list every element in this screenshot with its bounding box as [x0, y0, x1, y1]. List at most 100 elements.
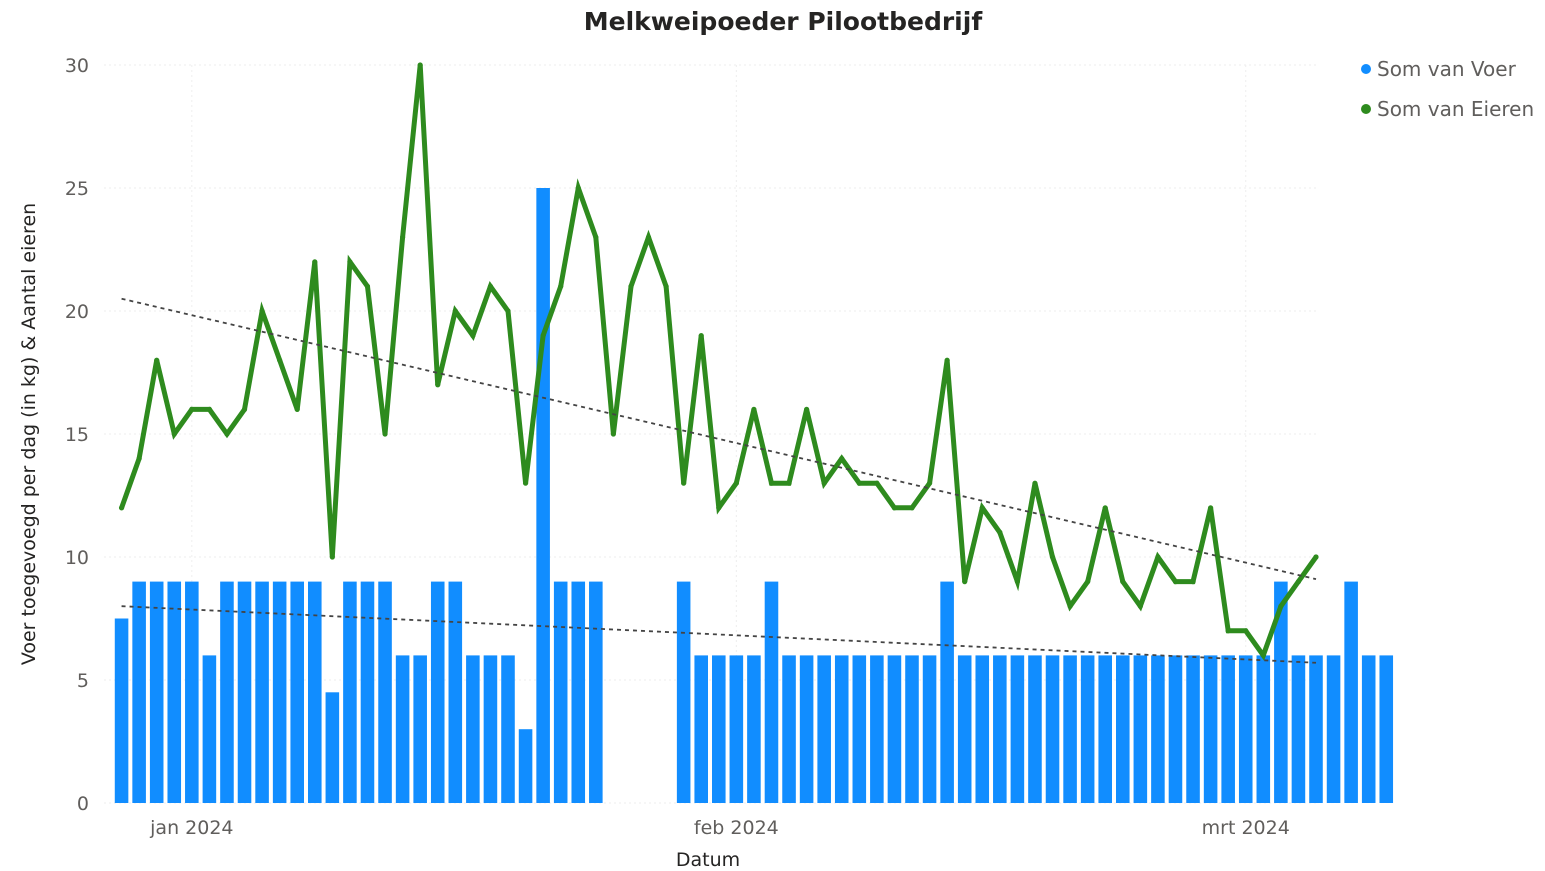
- point-eieren-2024-02-02: [751, 406, 757, 412]
- bar-voer-2024-02-22: [1098, 655, 1112, 803]
- bar-voer-2024-01-31: [712, 655, 726, 803]
- bar-voer-2024-01-10: [343, 581, 357, 803]
- line-eieren: [119, 64, 1319, 661]
- bar-voer-2024-02-07: [834, 655, 849, 803]
- point-eieren-2024-01-06: [277, 357, 283, 363]
- bar-voer-2024-02-27: [1186, 655, 1200, 803]
- point-eieren-2024-01-15: [435, 382, 441, 388]
- point-eieren-2024-03-02: [1260, 652, 1266, 659]
- point-eieren-2024-01-09: [329, 554, 335, 560]
- bar-voer-2024-01-03: [220, 581, 234, 803]
- point-eieren-2024-01-22: [558, 283, 564, 289]
- point-eieren-2024-01-12: [382, 431, 388, 437]
- legend-label-eieren: Som van Eieren: [1377, 97, 1534, 121]
- bar-voer-2024-02-01: [729, 655, 744, 803]
- chart-title: Melkweipoeder Pilootbedrijf: [584, 7, 984, 36]
- bar-voer-2023-12-30: [149, 581, 164, 803]
- bar-voer-2024-01-22: [553, 581, 568, 803]
- legend-marker-eieren: [1361, 104, 1371, 114]
- y-tick-label-10: 10: [65, 547, 89, 569]
- point-eieren-2024-02-05: [804, 406, 810, 412]
- point-eieren-2024-02-07: [839, 456, 845, 462]
- point-eieren-2024-02-27: [1190, 579, 1196, 585]
- point-eieren-2024-02-10: [891, 505, 898, 511]
- voer-bars: [114, 188, 1394, 803]
- bar-voer-2024-01-09: [325, 692, 340, 803]
- point-eieren-2024-02-13: [944, 357, 950, 363]
- point-eieren-2024-01-10: [347, 259, 353, 265]
- bar-voer-2024-01-01: [185, 581, 199, 803]
- bar-voer-2024-03-06: [1326, 655, 1341, 803]
- bar-voer-2024-01-06: [272, 581, 287, 803]
- point-eieren-2024-03-03: [1278, 603, 1284, 609]
- point-eieren-2024-02-21: [1085, 579, 1091, 585]
- bar-voer-2024-03-05: [1309, 655, 1323, 803]
- point-eieren-2023-12-29: [136, 456, 142, 462]
- bar-voer-2024-02-25: [1151, 655, 1165, 803]
- bar-voer-2024-02-19: [1045, 655, 1060, 803]
- y-tick-label-20: 20: [65, 301, 89, 323]
- point-eieren-2024-02-04: [786, 480, 792, 486]
- point-eieren-2024-02-14: [962, 579, 968, 585]
- point-eieren-2024-02-26: [1172, 579, 1179, 585]
- y-tick-label-5: 5: [77, 670, 89, 692]
- bar-voer-2024-02-18: [1028, 655, 1042, 803]
- y-tick-label-0: 0: [77, 793, 89, 815]
- point-eieren-2024-02-24: [1137, 603, 1143, 609]
- bar-voer-2024-01-29: [676, 581, 691, 803]
- bar-voer-2024-01-30: [694, 655, 708, 803]
- point-eieren-2024-02-25: [1155, 554, 1161, 560]
- point-eieren-2024-02-09: [874, 480, 880, 486]
- point-eieren-2024-02-06: [821, 480, 827, 486]
- bar-voer-2024-02-09: [870, 655, 884, 803]
- bar-voer-2024-02-24: [1133, 655, 1148, 803]
- bar-voer-2024-02-03: [764, 581, 779, 803]
- bar-voer-2024-02-23: [1116, 655, 1130, 803]
- bar-voer-2024-02-15: [975, 655, 990, 803]
- bar-voer-2024-01-13: [395, 655, 410, 803]
- bar-voer-2023-12-31: [167, 581, 182, 803]
- point-eieren-2024-03-05: [1313, 554, 1319, 560]
- point-eieren-2023-12-30: [154, 357, 160, 363]
- bar-voer-2024-01-18: [483, 655, 498, 803]
- gridlines: [104, 64, 1316, 804]
- point-eieren-2024-01-07: [294, 406, 300, 412]
- bar-voer-2024-01-12: [378, 581, 392, 803]
- x-tick-label-1: feb 2024: [694, 817, 779, 839]
- point-eieren-2024-02-16: [997, 529, 1003, 536]
- bar-voer-2024-02-14: [957, 655, 972, 803]
- point-eieren-2024-01-18: [487, 283, 494, 289]
- x-axis: jan 2024 feb 2024 mrt 2024: [149, 817, 1290, 839]
- legend-label-voer: Som van Voer: [1377, 57, 1517, 81]
- bar-voer-2024-02-17: [1010, 655, 1025, 803]
- point-eieren-2024-01-17: [470, 333, 476, 339]
- point-eieren-2024-01-30: [698, 333, 704, 339]
- point-eieren-2024-01-02: [206, 406, 212, 412]
- point-eieren-2024-01-28: [663, 283, 669, 289]
- bar-voer-2024-01-24: [589, 581, 603, 803]
- point-eieren-2024-02-11: [909, 505, 915, 511]
- bar-voer-2024-02-13: [940, 581, 954, 803]
- point-eieren-2024-01-24: [593, 234, 599, 240]
- point-eieren-2024-03-01: [1243, 628, 1249, 634]
- point-eieren-2024-01-21: [540, 333, 546, 339]
- bar-voer-2024-03-02: [1256, 655, 1271, 803]
- point-eieren-2024-02-12: [926, 480, 933, 486]
- point-eieren-2024-01-16: [452, 308, 458, 314]
- bar-voer-2024-02-16: [993, 655, 1007, 803]
- point-eieren-2024-01-04: [241, 406, 248, 412]
- point-eieren-2024-01-03: [224, 431, 230, 437]
- bar-voer-2024-02-21: [1080, 655, 1095, 803]
- point-eieren-2024-02-03: [768, 480, 775, 486]
- y-tick-label-30: 30: [65, 55, 89, 77]
- bar-voer-2024-02-02: [747, 655, 761, 803]
- x-tick-label-2: mrt 2024: [1202, 817, 1290, 839]
- point-eieren-2024-01-27: [645, 234, 652, 240]
- point-eieren-2024-02-17: [1014, 579, 1020, 585]
- eieren-line: [118, 62, 1319, 661]
- bar-voer-2024-01-05: [255, 581, 269, 803]
- bar-voer-2024-01-07: [290, 581, 304, 803]
- bar-voer-2024-02-08: [852, 655, 867, 803]
- bar-voer-2024-02-26: [1168, 655, 1183, 803]
- y-tick-label-15: 15: [65, 424, 89, 446]
